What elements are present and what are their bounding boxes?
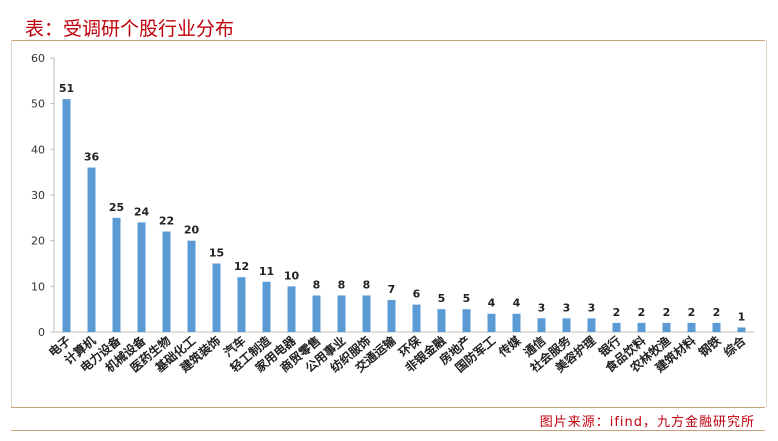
data-label: 12 <box>234 260 249 273</box>
bar <box>587 318 596 332</box>
bar <box>112 217 121 332</box>
data-label: 2 <box>713 306 721 319</box>
bar <box>512 313 521 332</box>
data-label: 1 <box>738 310 746 323</box>
bar <box>287 286 296 332</box>
chart-frame: 0 10 20 30 40 50 60 51 电子 36 计算机 25 电力设备 24 机械设备 22 医药生物… <box>11 40 767 407</box>
bar <box>137 222 146 332</box>
data-label: 2 <box>663 306 671 319</box>
data-label: 8 <box>363 278 371 291</box>
data-label: 5 <box>438 292 446 305</box>
x-tick-label: 综合 <box>720 332 749 360</box>
data-label: 4 <box>513 297 521 310</box>
data-label: 15 <box>209 247 224 260</box>
bar <box>237 277 246 332</box>
data-label: 36 <box>84 151 100 164</box>
bar <box>362 295 371 332</box>
bar <box>412 304 421 332</box>
bar <box>537 318 546 332</box>
data-label: 3 <box>538 301 546 314</box>
data-label: 20 <box>184 224 200 237</box>
data-label: 22 <box>159 215 174 228</box>
y-tick-label: 10 <box>31 280 45 293</box>
bar <box>337 295 346 332</box>
bar <box>62 99 71 332</box>
y-tick-label: 50 <box>31 98 45 111</box>
bar <box>187 240 196 332</box>
bar <box>662 322 671 332</box>
bar <box>212 263 221 332</box>
bar <box>87 167 96 332</box>
data-label: 7 <box>388 283 396 296</box>
data-label: 51 <box>59 82 74 95</box>
bar <box>562 318 571 332</box>
data-label: 3 <box>563 301 571 314</box>
data-label: 3 <box>588 301 596 314</box>
data-label: 25 <box>109 201 124 214</box>
bar <box>387 300 396 332</box>
source-note: 图片来源：ifind，九方金融研究所 <box>539 415 755 430</box>
bar <box>162 231 171 332</box>
bar <box>712 322 721 332</box>
bar <box>462 309 471 332</box>
data-label: 2 <box>613 306 621 319</box>
bar <box>612 322 621 332</box>
bar-chart: 010203040506051电子36计算机25电力设备24机械设备22医药生物… <box>31 52 754 376</box>
y-tick-label: 0 <box>38 326 45 339</box>
data-label: 24 <box>134 205 150 218</box>
data-label: 8 <box>313 278 321 291</box>
data-label: 10 <box>284 269 300 282</box>
bar <box>687 322 696 332</box>
y-tick-label: 20 <box>31 235 45 248</box>
title-bar: 表：受调研个股行业分布 <box>11 10 765 41</box>
data-label: 11 <box>259 265 274 278</box>
source-bar: 图片来源：ifind，九方金融研究所 <box>11 407 765 431</box>
x-tick-label: 钢铁 <box>695 333 723 360</box>
data-label: 8 <box>338 278 346 291</box>
y-tick-label: 40 <box>31 143 45 156</box>
data-label: 6 <box>413 288 421 301</box>
chart-title: 表：受调研个股行业分布 <box>25 18 235 40</box>
data-label: 2 <box>638 306 646 319</box>
y-tick-label: 30 <box>31 189 45 202</box>
bar <box>312 295 321 332</box>
bar <box>637 322 646 332</box>
x-tick-label: 传媒 <box>495 332 525 360</box>
data-label: 4 <box>488 297 496 310</box>
data-label: 5 <box>463 292 471 305</box>
bar <box>737 327 746 332</box>
bar <box>262 281 271 332</box>
bar <box>487 313 496 332</box>
y-tick-label: 60 <box>31 52 45 65</box>
bar <box>437 309 446 332</box>
data-label: 2 <box>688 306 696 319</box>
